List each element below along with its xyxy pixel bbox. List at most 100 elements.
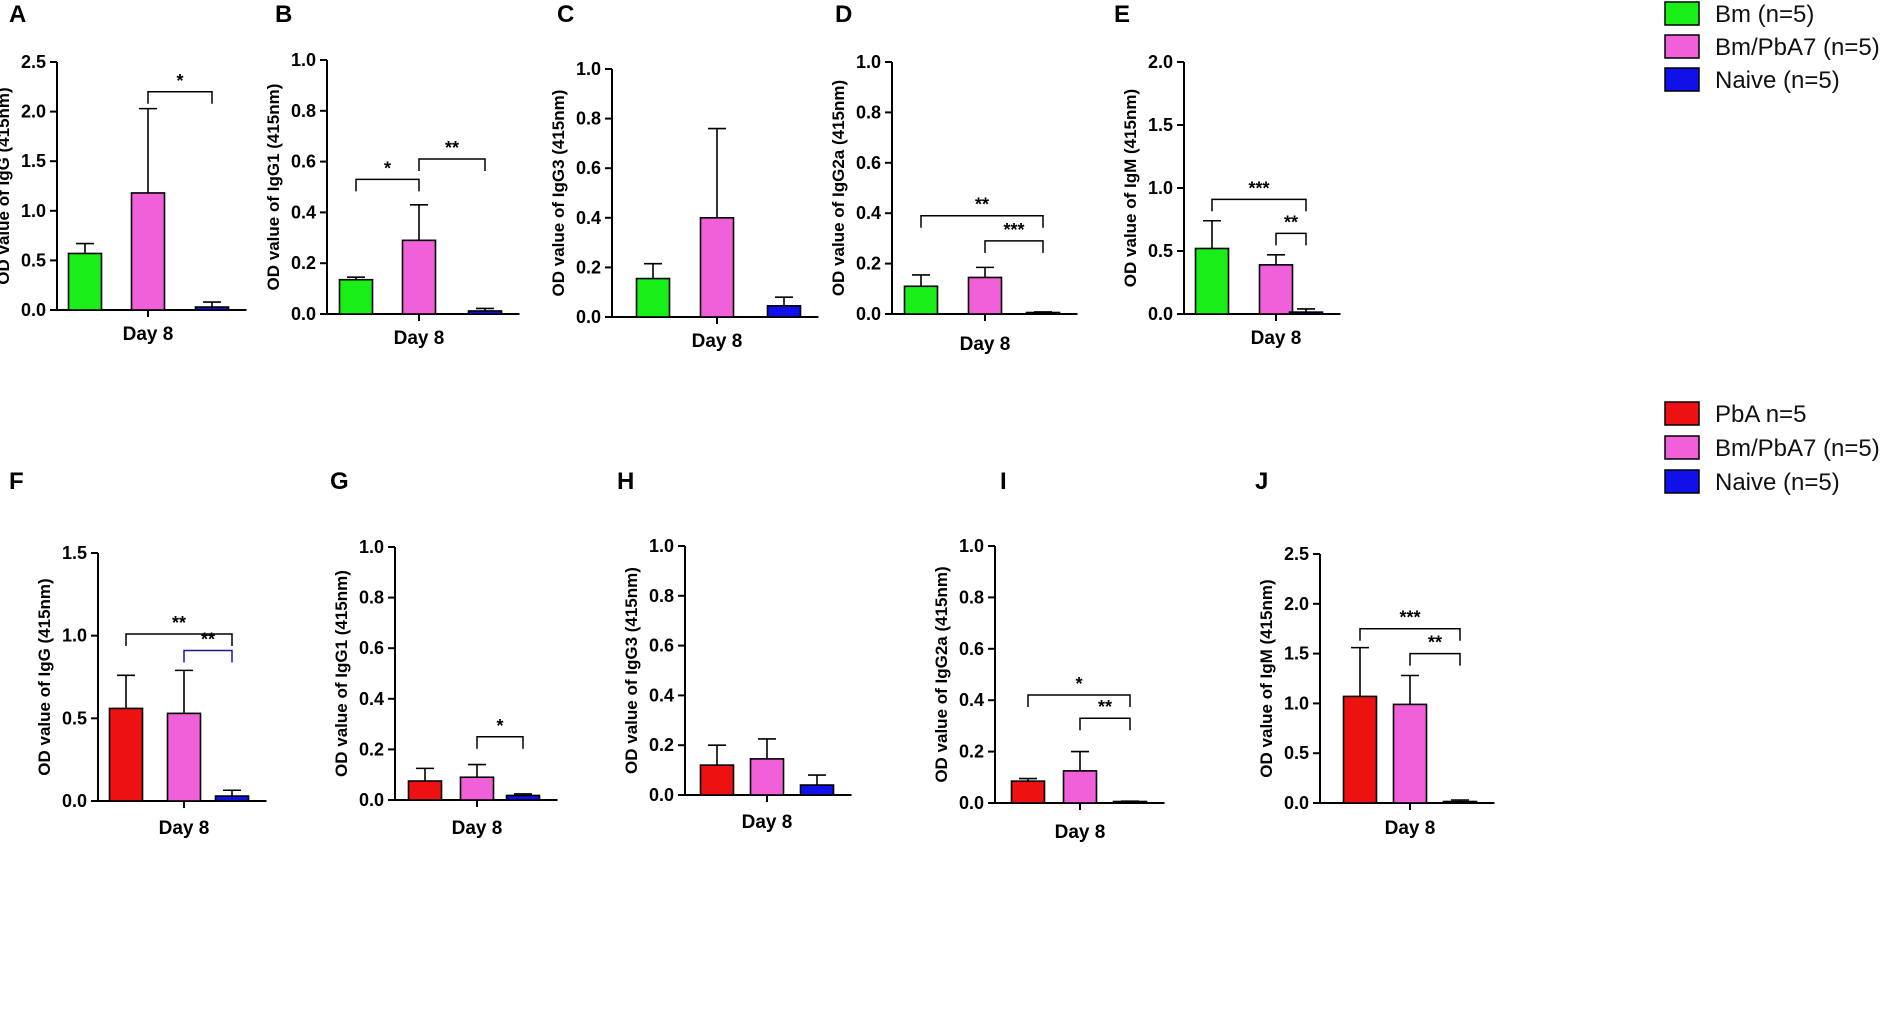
- x-axis-label: Day 8: [1251, 328, 1302, 349]
- legends-layer: Bm (n=5) Bm/PbA7 (n=5) Naive (n=5) PbA n=5 B…: [1664, 1, 1880, 496]
- y-tick-label: 2.5: [1284, 544, 1309, 564]
- y-tick-label: 1.0: [62, 626, 87, 646]
- y-tick-label: 0.0: [959, 793, 984, 813]
- x-axis-label: Day 8: [742, 812, 793, 833]
- significance-bracket: [984, 240, 1044, 253]
- y-tick-label: 0.0: [1284, 793, 1309, 813]
- legend-swatch: [1664, 435, 1700, 460]
- significance-label: **: [172, 613, 186, 633]
- y-tick-label: 1.0: [856, 52, 881, 72]
- legend-label: Bm/PbA7 (n=5): [1715, 435, 1880, 462]
- y-tick-label: 0.2: [291, 253, 316, 273]
- y-tick-label: 0.6: [959, 639, 984, 659]
- x-axis-label: Day 8: [123, 324, 174, 345]
- y-tick-label: 0.2: [649, 735, 674, 755]
- x-axis-label: Day 8: [1385, 818, 1436, 839]
- y-tick-label: 0.5: [1284, 743, 1309, 763]
- y-tick-label: 1.5: [62, 543, 87, 563]
- legend-swatch: [1664, 469, 1700, 494]
- panel-c: C 0.0 0.2 0.4 0.6 0.8 1.0 OD value of IgG3 (415…: [549, 1, 819, 352]
- y-tick-label: 0.8: [576, 109, 601, 129]
- bar-bm-pba7: [130, 192, 166, 311]
- y-tick-label: 0.8: [959, 587, 984, 607]
- bar-bm: [1194, 247, 1230, 315]
- y-tick-label: 0.2: [576, 257, 601, 277]
- y-tick-label: 0.2: [359, 739, 384, 759]
- panel-letter: G: [330, 468, 349, 495]
- legend-1: Bm (n=5) Bm/PbA7 (n=5) Naive (n=5): [1664, 1, 1880, 94]
- bar-bm-pba7: [749, 758, 785, 796]
- y-axis-label: OD value of IgG1 (415nm): [264, 84, 283, 291]
- y-tick-label: 0.5: [21, 250, 46, 270]
- y-tick-label: 0.6: [359, 638, 384, 658]
- y-tick-label: 0.0: [291, 304, 316, 324]
- legend-label: Bm/PbA7 (n=5): [1715, 34, 1880, 61]
- significance-bracket: [418, 158, 486, 172]
- panel-i: I 0.0 0.2 0.4 0.6 0.8 1.0 OD value of IgG2a (41…: [932, 468, 1165, 843]
- y-tick-label: 0.8: [649, 586, 674, 606]
- significance-label: *: [496, 716, 503, 736]
- significance-label: ***: [1003, 220, 1024, 240]
- y-tick-label: 0.8: [291, 101, 316, 121]
- legend-label: PbA n=5: [1715, 401, 1806, 428]
- y-tick-label: 1.0: [1148, 178, 1173, 198]
- bar-pba: [407, 780, 443, 801]
- bar-bm-pba7: [967, 276, 1003, 315]
- y-axis-label: OD value of IgG2a (415nm): [932, 566, 951, 782]
- bar-pba: [1342, 695, 1378, 804]
- y-axis-label: OD value of IgG1 (415nm): [332, 570, 351, 777]
- significance-bracket: [920, 214, 1044, 228]
- panel-letter: A: [9, 1, 26, 28]
- y-tick-label: 0.0: [856, 304, 881, 324]
- y-tick-label: 0.8: [359, 588, 384, 608]
- y-tick-label: 0.4: [649, 685, 674, 705]
- x-axis-label: Day 8: [394, 328, 445, 349]
- significance-label: *: [384, 158, 391, 178]
- significance-label: **: [1428, 633, 1442, 653]
- bar-bm-pba7: [1062, 770, 1098, 804]
- panel-d: D 0.0 0.2 0.4 0.6 0.8 1.0 OD value of IgG2a (41…: [829, 1, 1078, 355]
- y-tick-label: 0.6: [291, 152, 316, 172]
- significance-bracket: [183, 649, 233, 663]
- bar-naive: [194, 306, 230, 311]
- y-tick-label: 2.0: [1148, 52, 1173, 72]
- y-tick-label: 1.0: [576, 59, 601, 79]
- bar-naive: [505, 794, 541, 801]
- panel-letter: C: [557, 1, 574, 28]
- panel-letter: B: [275, 1, 292, 28]
- significance-label: **: [201, 630, 215, 650]
- y-tick-label: 2.0: [1284, 594, 1309, 614]
- y-tick-label: 1.5: [21, 151, 46, 171]
- panel-letter: J: [1255, 468, 1268, 495]
- significance-bracket: [355, 178, 420, 192]
- panel-letter: F: [9, 468, 24, 495]
- significance-label: ***: [1399, 608, 1420, 628]
- panel-letter: E: [1114, 1, 1130, 28]
- y-tick-label: 1.0: [959, 536, 984, 556]
- y-axis-label: OD value of IgG3 (415nm): [549, 90, 568, 297]
- bar-naive: [1288, 311, 1324, 315]
- panels-layer: A 0.0 0.5 1.0 1.5 2.0 2.5 OD value of IgG (415n…: [0, 1, 1495, 843]
- x-axis-label: Day 8: [692, 331, 743, 352]
- y-tick-label: 0.5: [1148, 241, 1173, 261]
- bar-bm: [67, 252, 103, 311]
- y-tick-label: 0.4: [576, 208, 601, 228]
- bar-bm-pba7: [699, 217, 735, 318]
- y-tick-label: 0.6: [576, 158, 601, 178]
- bar-naive: [467, 310, 503, 315]
- y-tick-label: 0.5: [62, 708, 87, 728]
- y-tick-label: 0.8: [856, 102, 881, 122]
- legend-swatch: [1664, 34, 1700, 59]
- significance-label: **: [1284, 212, 1298, 232]
- panel-letter: I: [1000, 468, 1007, 495]
- significance-bracket: [476, 736, 524, 749]
- y-tick-label: 2.0: [21, 102, 46, 122]
- bar-bm-pba7: [1392, 703, 1428, 804]
- y-tick-label: 1.0: [21, 201, 46, 221]
- bar-naive: [214, 795, 250, 802]
- legend-label: Naive (n=5): [1715, 469, 1840, 496]
- y-tick-label: 0.2: [959, 742, 984, 762]
- panel-letter: H: [617, 468, 634, 495]
- y-tick-label: 0.0: [359, 790, 384, 810]
